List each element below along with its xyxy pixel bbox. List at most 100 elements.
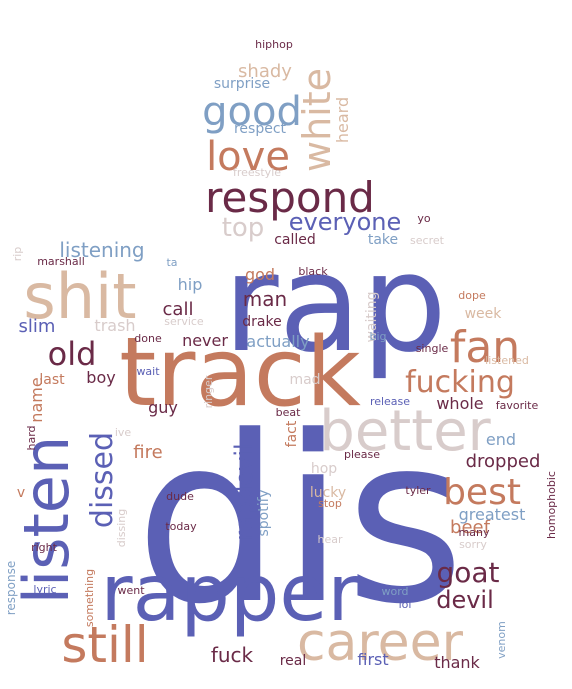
cloud-word-fact: fact	[284, 420, 300, 447]
cloud-word-marshall: marshall	[37, 255, 85, 268]
cloud-word-ta: ta	[166, 256, 177, 269]
cloud-word-trash: trash	[94, 316, 135, 335]
cloud-word-venom: venom	[495, 621, 508, 659]
cloud-word-mad: mad	[289, 372, 320, 388]
cloud-word-hear: hear	[317, 533, 342, 546]
cloud-word-today: today	[165, 520, 197, 533]
cloud-word-track: track	[119, 318, 361, 428]
cloud-word-top: top	[222, 213, 265, 243]
cloud-word-dissing: dissing	[115, 509, 128, 548]
cloud-word-v: v	[17, 485, 25, 501]
cloud-word-devil: devil	[436, 586, 494, 614]
cloud-word-homophobic: homophobic	[545, 471, 558, 539]
cloud-word-secret: secret	[410, 234, 445, 247]
cloud-word-whole: whole	[436, 394, 483, 413]
cloud-word-take: take	[368, 232, 398, 248]
cloud-word-big: big	[369, 330, 386, 343]
cloud-word-many: many	[459, 526, 490, 539]
cloud-word-white: white	[295, 68, 339, 172]
cloud-word-hard: hard	[25, 425, 38, 450]
cloud-word-beat: beat	[276, 406, 301, 419]
cloud-word-respect: respect	[234, 121, 287, 137]
cloud-word-greatest: greatest	[459, 505, 526, 524]
cloud-word-rap: rap	[223, 225, 447, 382]
cloud-word-response: response	[4, 561, 18, 616]
cloud-word-old: old	[48, 335, 97, 373]
cloud-word-man: man	[243, 287, 287, 311]
cloud-word-never: never	[182, 331, 228, 350]
cloud-word-wait: wait	[136, 365, 160, 378]
cloud-word-shady: shady	[238, 61, 292, 82]
cloud-word-slim: slim	[19, 316, 56, 337]
cloud-word-done: done	[134, 332, 162, 345]
cloud-word-respond: respond	[205, 173, 375, 222]
cloud-word-career: career	[297, 613, 464, 673]
cloud-word-first: first	[357, 650, 388, 669]
cloud-word-dope: dope	[458, 289, 486, 302]
cloud-word-dude: dude	[166, 490, 194, 503]
cloud-word-beef: beef	[450, 517, 491, 538]
cloud-word-word: word	[381, 585, 408, 598]
cloud-word-hop: hop	[311, 461, 337, 477]
cloud-word-better: better	[319, 399, 491, 464]
cloud-word-surprise: surprise	[214, 76, 270, 92]
cloud-word-thank: thank	[434, 653, 480, 672]
cloud-word-sorry: sorry	[459, 538, 487, 551]
cloud-word-ive: ive	[115, 426, 132, 439]
cloud-word-last: last	[39, 372, 65, 388]
cloud-word-goat: goat	[436, 556, 499, 589]
cloud-word-boy: boy	[86, 368, 115, 387]
cloud-word-went: went	[117, 584, 145, 597]
cloud-word-waiting: waiting	[364, 291, 380, 342]
cloud-word-service: service	[164, 315, 204, 328]
cloud-word-best: best	[443, 472, 521, 513]
cloud-word-listening: listening	[59, 238, 144, 262]
cloud-word-favorite: favorite	[496, 399, 539, 412]
cloud-word-real: real	[280, 653, 307, 669]
cloud-word-right: right	[31, 541, 58, 554]
cloud-word-fire: fire	[133, 442, 162, 463]
cloud-word-single: single	[416, 342, 449, 355]
cloud-word-name: name	[27, 377, 46, 422]
cloud-word-spotify: spotify	[256, 489, 272, 536]
cloud-word-release: release	[370, 395, 410, 408]
cloud-word-rapdevil: rapdevil	[230, 443, 258, 540]
cloud-word-listened: listened	[485, 354, 529, 367]
cloud-word-stop: stop	[318, 497, 342, 510]
cloud-word-call: call	[163, 299, 194, 320]
cloud-word-rip: rip	[11, 247, 24, 262]
cloud-word-shit: shit	[23, 260, 136, 333]
cloud-word-something: something	[83, 569, 96, 627]
cloud-word-please: please	[344, 448, 380, 461]
cloud-word-dissed: dissed	[85, 432, 120, 528]
cloud-word-lol: lol	[399, 598, 412, 611]
cloud-word-actually: actually	[246, 332, 309, 351]
cloud-word-guy: guy	[148, 398, 178, 417]
cloud-word-lyric: lyric	[33, 583, 56, 596]
cloud-word-love: love	[206, 134, 290, 180]
cloud-word-freestyle: freestyle	[233, 166, 281, 179]
cloud-word-black: black	[298, 265, 328, 278]
cloud-word-hiphop: hiphop	[255, 38, 293, 51]
cloud-word-called: called	[274, 232, 316, 248]
cloud-word-dropped: dropped	[466, 451, 541, 472]
cloud-word-heard: heard	[333, 97, 352, 143]
cloud-word-everyone: everyone	[289, 208, 401, 236]
cloud-word-listen: listen	[10, 436, 83, 605]
cloud-word-good: good	[202, 89, 302, 135]
cloud-word-fuck: fuck	[211, 643, 254, 667]
cloud-word-dis: dis	[135, 388, 465, 655]
cloud-word-ringer: ringer	[202, 375, 215, 408]
cloud-word-still: still	[61, 616, 148, 674]
cloud-word-week: week	[465, 306, 503, 322]
cloud-word-god: god	[245, 265, 275, 284]
cloud-word-hip: hip	[178, 275, 203, 294]
cloud-word-tyler: tyler	[405, 484, 431, 497]
cloud-word-yo: yo	[417, 212, 431, 225]
cloud-word-rapper: rapper	[101, 549, 361, 639]
cloud-word-drake: drake	[242, 314, 281, 330]
cloud-word-lucky: lucky	[310, 485, 346, 501]
cloud-word-fucking: fucking	[405, 365, 515, 400]
